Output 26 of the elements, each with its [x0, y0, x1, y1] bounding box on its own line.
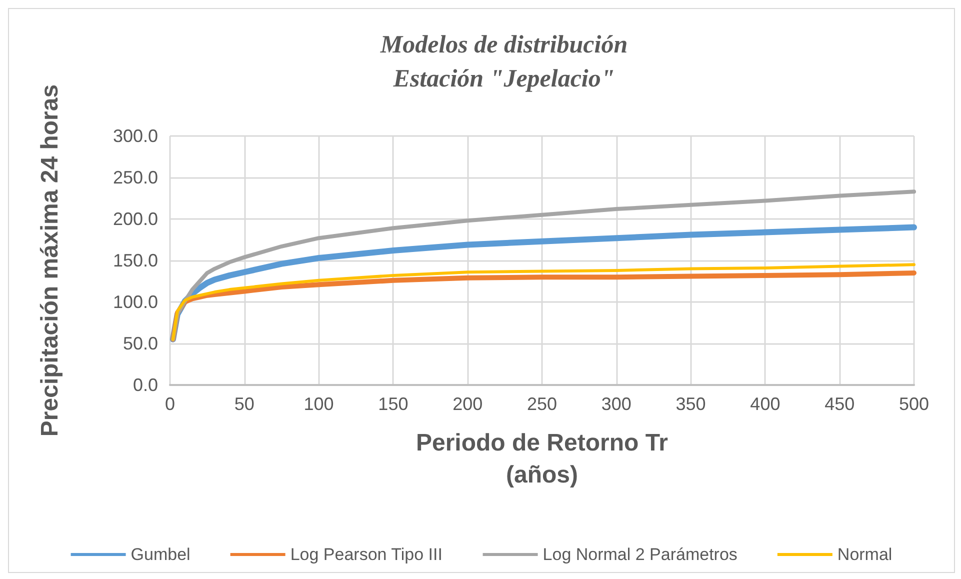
y-tick-label: 200.0 [112, 209, 158, 229]
chart-title: Modelos de distribución Estación "Jepelacio" [379, 32, 628, 92]
legend-label: Gumbel [130, 545, 190, 564]
legend-label: Log Pearson Tipo III [290, 545, 442, 564]
x-tick-label: 0 [164, 394, 176, 414]
x-axis-title: Periodo de Retorno Tr (años) [416, 430, 668, 488]
x-tick-label: 400 [750, 394, 780, 414]
y-axis-title: Precipitación máxima 24 horas [36, 84, 64, 437]
x-tick-label: 300 [601, 394, 632, 414]
x-tick-label: 200 [452, 394, 483, 414]
legend-label: Log Normal 2 Parámetros [542, 545, 738, 564]
y-tick-label: 250.0 [112, 168, 158, 188]
x-tick-label: 500 [898, 394, 930, 414]
y-tick-label: 150.0 [112, 250, 158, 270]
y-tick-label: 50.0 [122, 334, 158, 354]
x-tick-label: 250 [526, 394, 558, 414]
line-series [170, 190, 916, 342]
x-tick-label: 450 [824, 394, 855, 414]
x-tick-label: 50 [234, 394, 254, 414]
x-tick-label: 150 [378, 394, 408, 414]
y-tick-label: 100.0 [112, 292, 158, 312]
y-tick-label: 0.0 [132, 375, 158, 395]
x-tick-label: 350 [676, 394, 706, 414]
legend-label: Normal [837, 545, 892, 564]
x-tick-label: 100 [304, 394, 334, 414]
y-tick-label: 300.0 [112, 126, 158, 146]
